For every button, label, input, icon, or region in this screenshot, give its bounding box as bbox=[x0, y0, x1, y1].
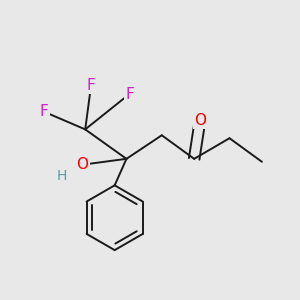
Text: F: F bbox=[87, 78, 95, 93]
Text: F: F bbox=[125, 87, 134, 102]
Text: O: O bbox=[76, 157, 88, 172]
Text: F: F bbox=[40, 104, 48, 119]
Text: O: O bbox=[194, 113, 206, 128]
Text: H: H bbox=[56, 169, 67, 184]
